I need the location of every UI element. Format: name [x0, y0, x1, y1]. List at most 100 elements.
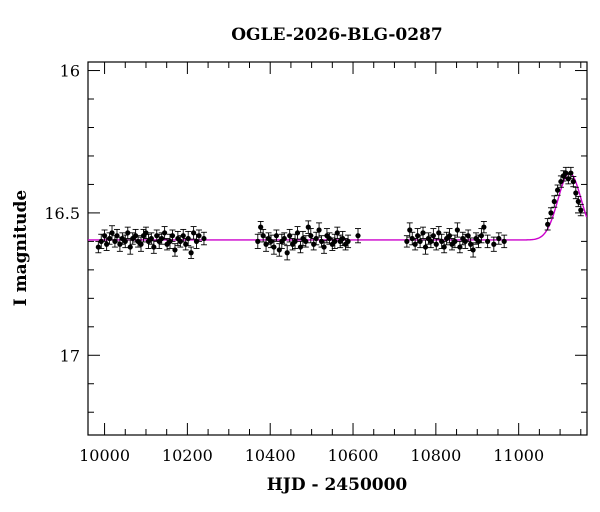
point-marker — [355, 233, 361, 239]
point-marker — [287, 233, 293, 239]
point-marker — [554, 187, 561, 193]
data-point — [200, 231, 207, 246]
x-tick-label: 10000 — [79, 446, 130, 465]
data-point — [575, 195, 582, 208]
point-marker — [311, 241, 317, 247]
point-marker — [470, 247, 476, 253]
point-marker — [188, 250, 194, 256]
chart-title: OGLE-2026-BLG-0287 — [231, 25, 443, 45]
point-marker — [196, 233, 202, 239]
point-marker — [112, 238, 118, 244]
data-point — [417, 234, 424, 249]
point-marker — [481, 224, 487, 230]
y-tick-label: 16.5 — [44, 204, 80, 223]
point-marker — [415, 233, 421, 239]
data-point — [422, 239, 429, 255]
data-point — [433, 238, 440, 251]
point-marker — [563, 170, 569, 176]
point-marker — [422, 244, 429, 250]
point-marker — [138, 241, 144, 247]
point-marker — [316, 227, 322, 233]
y-tick-label: 16 — [60, 62, 80, 81]
data-point — [281, 232, 288, 245]
data-point — [273, 229, 280, 242]
point-marker — [321, 244, 327, 250]
point-marker — [545, 221, 551, 227]
data-point — [257, 221, 264, 234]
data-point — [470, 242, 477, 258]
data-point — [297, 240, 304, 254]
point-marker — [491, 241, 497, 247]
data-point — [302, 235, 309, 248]
data-point — [544, 218, 551, 231]
x-tick-label: 10800 — [410, 446, 461, 465]
data-point — [480, 221, 487, 234]
data-point — [276, 243, 283, 257]
point-marker — [570, 178, 576, 185]
data-point — [454, 222, 461, 238]
data-point — [190, 226, 197, 240]
point-marker — [284, 250, 290, 256]
data-point — [169, 229, 176, 242]
x-tick-label: 10600 — [328, 446, 379, 465]
data-point — [127, 239, 134, 255]
point-marker — [180, 233, 186, 239]
point-marker — [318, 238, 325, 244]
point-marker — [568, 170, 574, 176]
data-point — [490, 236, 497, 252]
point-marker — [148, 235, 154, 242]
point-marker — [551, 198, 557, 205]
point-marker — [548, 210, 554, 216]
data-point — [342, 238, 349, 251]
data-point — [577, 203, 584, 217]
y-tick-label: 17 — [60, 346, 80, 365]
point-marker — [465, 233, 471, 239]
point-marker — [430, 233, 436, 239]
data-point — [109, 225, 116, 241]
data-point — [294, 226, 301, 240]
data-point — [435, 226, 442, 240]
data-point — [188, 246, 195, 259]
data-point — [254, 233, 261, 249]
point-marker — [485, 238, 491, 244]
point-marker — [578, 207, 584, 213]
data-point — [551, 195, 558, 208]
axis-ticks — [88, 62, 587, 435]
x-tick-label: 10400 — [245, 446, 296, 465]
point-marker — [101, 233, 108, 239]
point-marker — [433, 241, 439, 247]
data-point — [101, 229, 108, 242]
data-point — [484, 234, 491, 249]
point-marker — [501, 238, 507, 244]
point-marker — [151, 244, 157, 250]
data-point — [185, 230, 192, 247]
point-marker — [326, 235, 333, 242]
point-marker — [98, 238, 104, 244]
point-marker — [294, 230, 301, 236]
plot-frame — [87, 61, 588, 436]
x-tick-labels: 10000 10200 10400 10600 10800 11000 — [79, 446, 544, 465]
data-point — [195, 229, 202, 242]
point-marker — [334, 230, 340, 236]
point-marker — [109, 230, 115, 236]
data-point — [441, 240, 448, 254]
data-point — [554, 184, 561, 196]
point-marker — [271, 244, 277, 250]
point-marker — [407, 227, 413, 233]
data-point — [106, 232, 113, 245]
data-point — [547, 207, 554, 219]
point-marker — [446, 233, 453, 239]
point-marker — [159, 235, 165, 242]
point-marker — [345, 238, 351, 244]
point-marker — [308, 233, 314, 239]
data-point — [403, 235, 410, 248]
point-marker — [185, 235, 191, 242]
point-marker — [127, 244, 133, 250]
data-point — [124, 226, 131, 239]
point-marker — [162, 230, 168, 236]
point-marker — [292, 238, 298, 244]
data-point — [171, 243, 178, 257]
data-point — [501, 234, 508, 249]
point-marker — [454, 227, 460, 233]
